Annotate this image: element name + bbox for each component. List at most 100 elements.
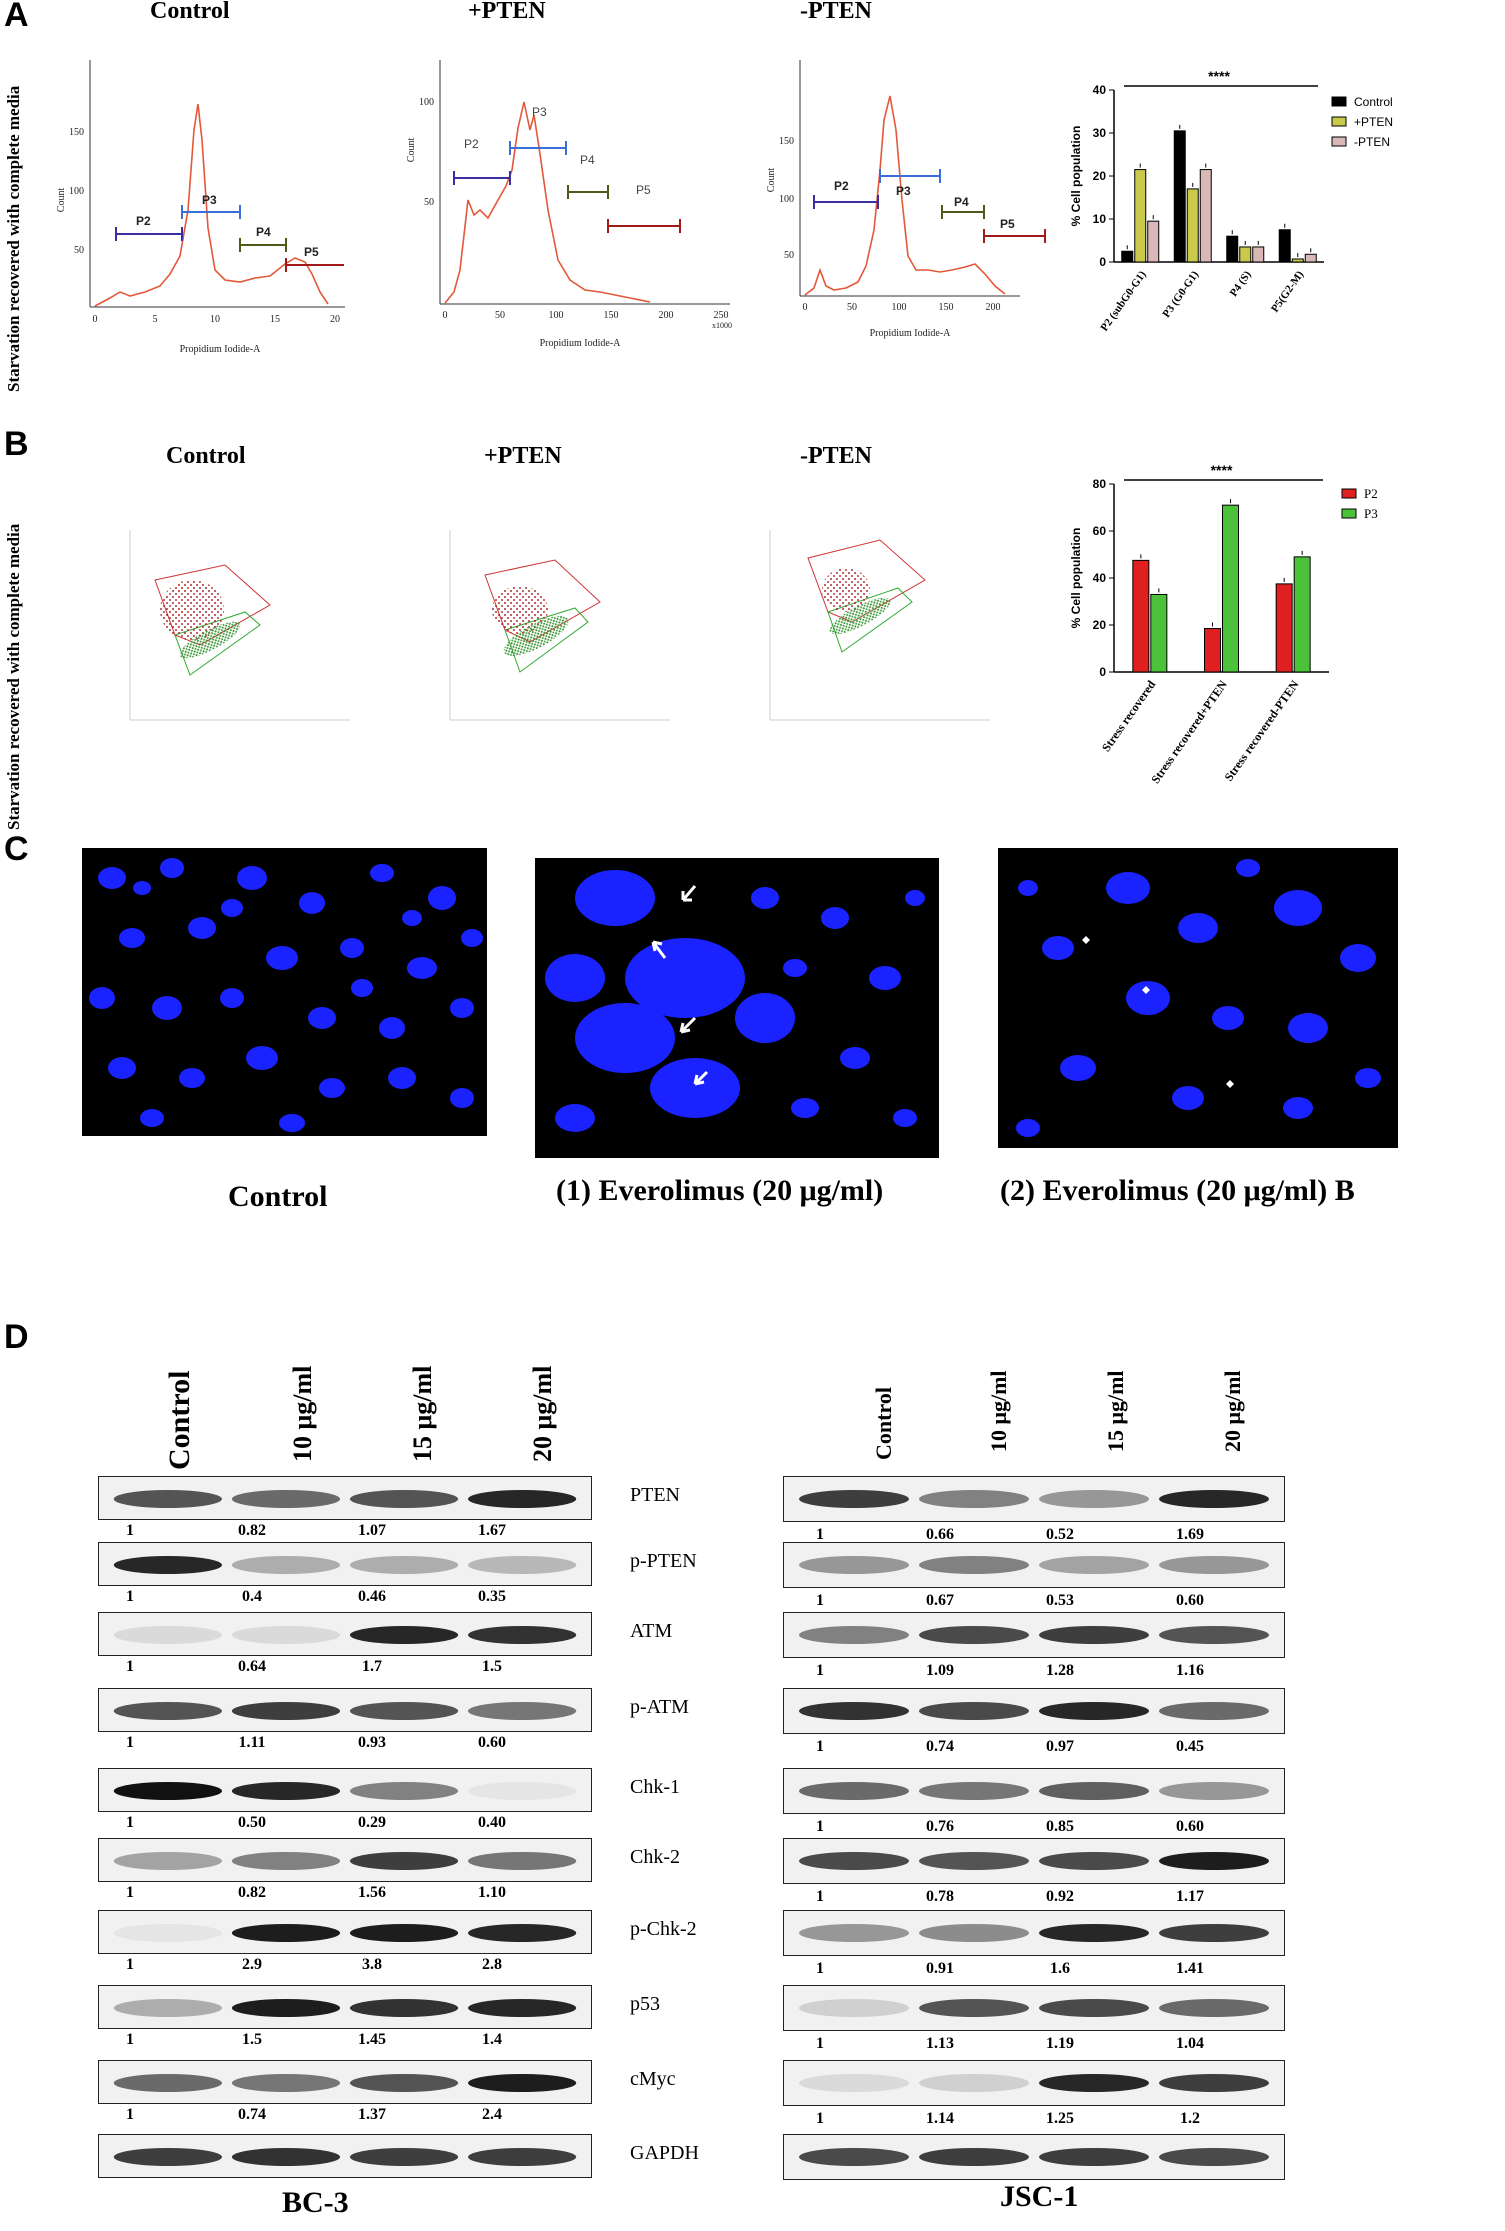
h2-ylabel: Count: [406, 138, 417, 163]
microscopy-everolimus-1: [535, 858, 939, 1158]
blot-value-left: 1.5: [482, 1658, 502, 1675]
scatter-title-plus-pten: +PTEN: [484, 443, 562, 469]
h2-ytick-50: 50: [424, 197, 434, 208]
histogram-title-minus-pten: -PTEN: [800, 0, 872, 24]
h1-gate-p2: P2: [136, 214, 151, 228]
blot-strip-right-p-atm: [783, 1688, 1285, 1734]
blot-value-left: 1.67: [478, 1522, 506, 1539]
caption-everolimus-2: (2) Everolimus (20 μg/ml) B: [1000, 1174, 1355, 1207]
h3-ylabel: Count: [766, 168, 777, 193]
h1-ylabel: Count: [56, 188, 67, 213]
blot-label-gapdh: GAPDH: [630, 2142, 699, 2164]
blot-strip-right-p53: [783, 1985, 1285, 2031]
blot-value-right: 1: [816, 2035, 824, 2052]
legend-swatch: [1331, 116, 1347, 127]
legend-label: -PTEN: [1354, 135, 1390, 149]
bar--PTEN-0: [1147, 220, 1160, 263]
legend-label: Control: [1354, 95, 1393, 109]
blot-value-right: 1.2: [1180, 2110, 1200, 2127]
blot-strip-right-chk-2: [783, 1838, 1285, 1884]
legend-swatch: [1341, 488, 1357, 499]
h3-gate-p3: P3: [896, 184, 911, 198]
blot-value-right: 1.13: [926, 2035, 954, 2052]
scatter-minus-pten: [769, 530, 990, 721]
blot-value-left: 2.9: [242, 1956, 262, 1973]
blot-strip-left-cmyc: [98, 2060, 592, 2104]
blot-value-right: 1.41: [1176, 1960, 1204, 1977]
blot-value-right: 0.91: [926, 1960, 954, 1977]
h3-xtick-200: 200: [986, 302, 1001, 313]
h1-xtick-0: 0: [93, 314, 98, 325]
blot-value-right: 1: [816, 1738, 824, 1755]
histogram-title-plus-pten: +PTEN: [468, 0, 546, 24]
blot-value-right: 0.67: [926, 1592, 954, 1609]
h3-ytick-100: 100: [779, 194, 794, 205]
caption-everolimus-1: (1) Everolimus (20 μg/ml): [556, 1174, 884, 1207]
bar--PTEN-1: [1199, 169, 1212, 263]
blot-value-left: 0.60: [478, 1734, 506, 1751]
h2-gate-p4: P4: [580, 153, 595, 167]
blot-value-right: 0.45: [1176, 1738, 1204, 1755]
h2-trace: [444, 101, 651, 304]
bar-P2-2: [1275, 583, 1293, 673]
y-axis-label: % Cell population: [1070, 528, 1083, 629]
blot-label-cmyc: cMyc: [630, 2068, 676, 2090]
blot-label-p53: p53: [630, 1993, 660, 2015]
blot-value-right: 1.19: [1046, 2035, 1074, 2052]
blot-value-right: 1.09: [926, 1662, 954, 1679]
blot-strip-left-p-chk-2: [98, 1910, 592, 1954]
blot-label-p-chk-2: p-Chk-2: [630, 1918, 697, 1940]
blot-value-right: 0.52: [1046, 1526, 1074, 1543]
h1-ytick-100: 100: [69, 186, 84, 197]
blot-label-p-pten: p-PTEN: [630, 1550, 697, 1572]
h1-xlabel: Propidium Iodide-A: [180, 344, 262, 355]
bar-Control-1: [1173, 130, 1186, 263]
panel-a-side-label: Starvation recovered with complete media: [4, 85, 23, 392]
h2-gate-p2: P2: [464, 137, 479, 151]
bar-P2-0: [1132, 559, 1150, 673]
blot-strip-right-p-chk-2: [783, 1910, 1285, 1956]
blot-value-right: 1.04: [1176, 2035, 1204, 2052]
category-label: Stress recovered-PTEN: [1222, 677, 1302, 783]
bar--PTEN-3: [1304, 253, 1317, 263]
blot-value-left: 1: [126, 2031, 134, 2048]
blot-value-right: 0.85: [1046, 1818, 1074, 1835]
blot-value-right: 1.25: [1046, 2110, 1074, 2127]
blot-label-pten: PTEN: [630, 1484, 680, 1506]
scatter-control: [129, 530, 350, 721]
blot-strip-left-pten: [98, 1476, 592, 1520]
category-label: Stress recovered+PTEN: [1148, 677, 1230, 786]
legend-swatch: [1341, 508, 1357, 519]
bar-P3-1: [1222, 504, 1239, 673]
bar-+PTEN-1: [1186, 188, 1199, 263]
legend-label: +PTEN: [1354, 115, 1393, 129]
blot-strip-right-gapdh: [783, 2134, 1285, 2180]
h1-gate-p4: P4: [256, 225, 271, 239]
blot-value-left: 0.82: [238, 1522, 266, 1539]
blot-label-atm: ATM: [630, 1620, 673, 1642]
bar-+PTEN-3: [1291, 258, 1304, 263]
blot-value-right: 0.97: [1046, 1738, 1074, 1755]
bar-Control-0: [1121, 250, 1134, 263]
y-tick-label: 0: [1099, 665, 1106, 679]
blot-value-right: 1.17: [1176, 1888, 1204, 1905]
y-tick-label: 20: [1093, 169, 1107, 183]
blot-value-left: 0.74: [238, 2106, 266, 2123]
blot-strip-right-atm: [783, 1612, 1285, 1658]
legend-swatch: [1331, 136, 1347, 147]
blot-value-left: 1.4: [482, 2031, 502, 2048]
blot-value-left: 2.8: [482, 1956, 502, 1973]
h3-xtick-150: 150: [939, 302, 954, 313]
scatter-title-control: Control: [166, 443, 246, 469]
histogram-control: 150 100 50 0 5 10 15 20 Propidium Iodide…: [56, 60, 345, 355]
bar-+PTEN-2: [1239, 246, 1252, 263]
panel-b-scatter-plots: [129, 530, 990, 721]
h2-xtick-0: 0: [443, 310, 448, 321]
blot-value-left: 0.29: [358, 1814, 386, 1831]
histogram-title-control: Control: [150, 0, 230, 24]
blot-value-right: 1: [816, 1888, 824, 1905]
blot-value-left: 1: [126, 2106, 134, 2123]
h3-xtick-0: 0: [803, 302, 808, 313]
significance-label: ****: [1211, 462, 1233, 478]
h1-xtick-10: 10: [210, 314, 220, 325]
